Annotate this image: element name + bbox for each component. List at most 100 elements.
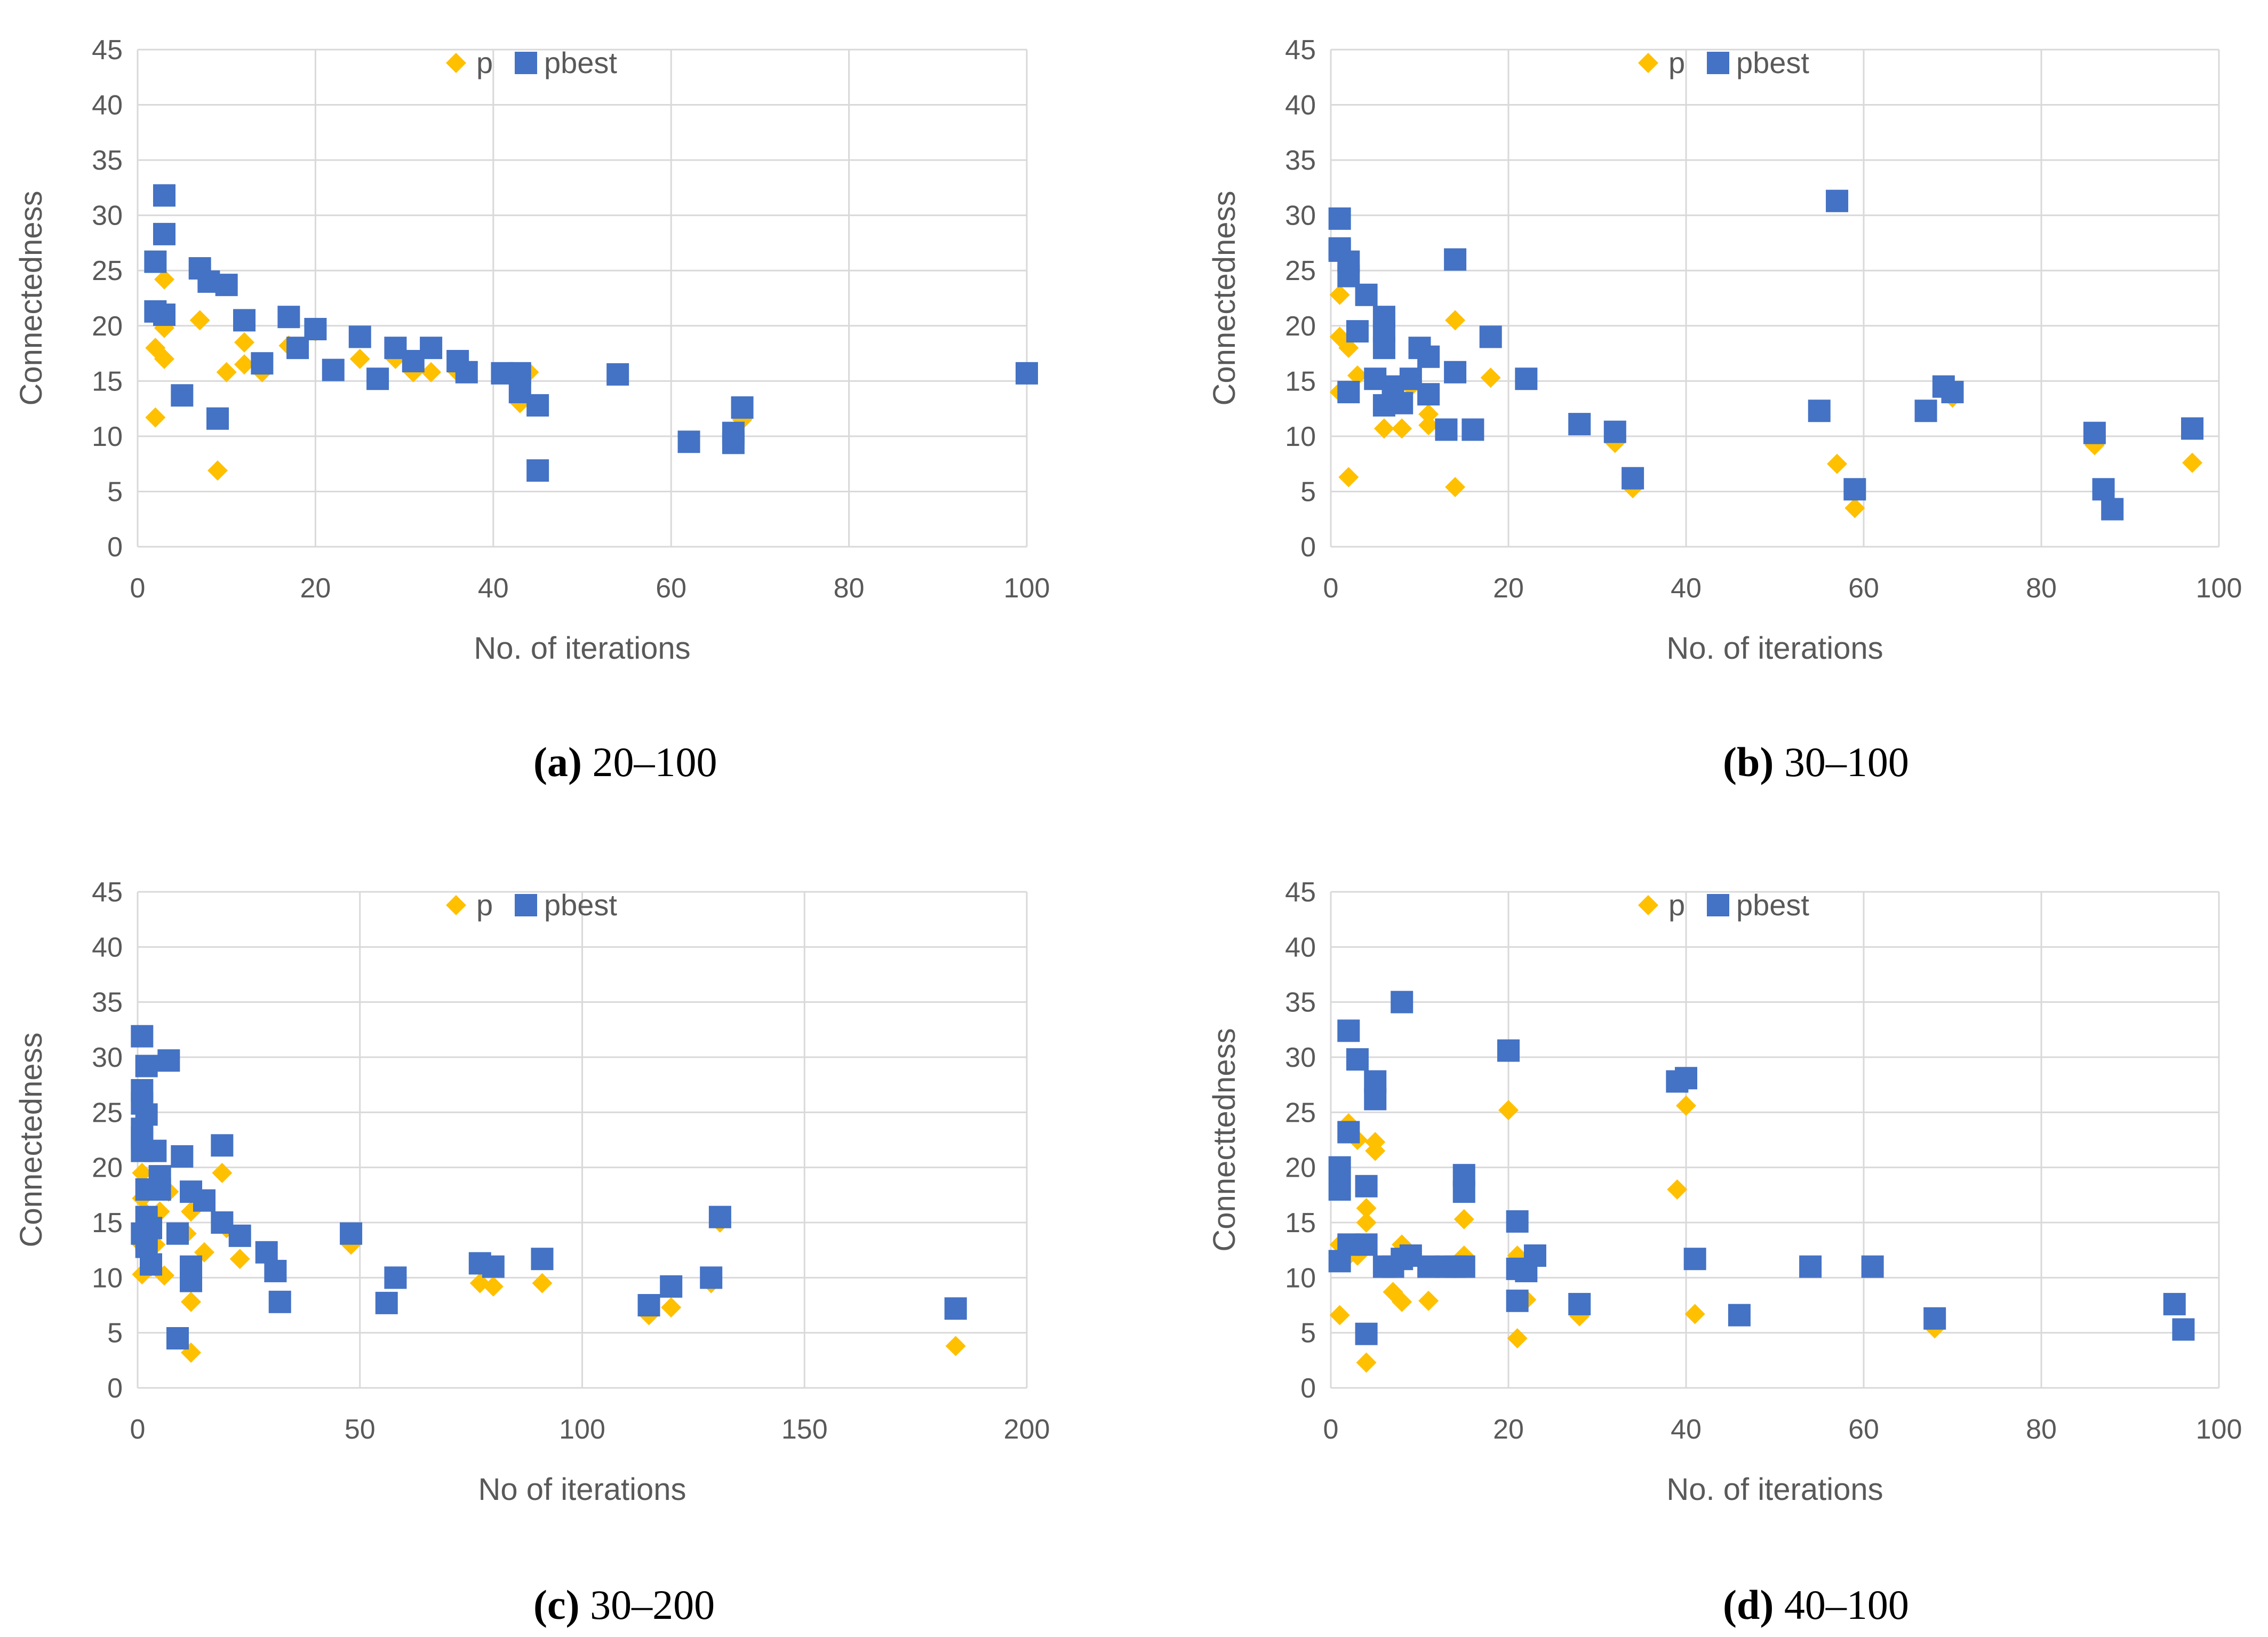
panel-caption: (a) 20–100 [533, 739, 717, 785]
x-tick-label: 100 [559, 1414, 605, 1445]
x-tick-label: 60 [1848, 573, 1879, 604]
y-tick-label: 45 [1285, 35, 1316, 66]
panel-caption: (d) 40–100 [1723, 1582, 1909, 1628]
point-pbest [526, 459, 549, 482]
x-tick-label: 100 [2196, 573, 2242, 604]
y-tick-label: 30 [1285, 201, 1316, 231]
point-pbest [1506, 1210, 1529, 1233]
point-pbest [1479, 325, 1502, 348]
point-pbest [1515, 368, 1538, 390]
y-tick-label: 25 [1285, 1097, 1316, 1128]
point-pbest [1462, 418, 1484, 441]
point-p [1418, 404, 1439, 425]
point-pbest [1799, 1255, 1822, 1278]
x-axis-label: No. of iterations [1666, 1472, 1883, 1507]
point-p [532, 1273, 553, 1293]
x-tick-label: 60 [656, 573, 686, 604]
point-pbest [148, 1178, 171, 1201]
point-pbest [420, 337, 443, 360]
point-p [1373, 418, 1394, 439]
legend: p pbest [1638, 888, 1809, 922]
point-pbest [637, 1294, 660, 1316]
y-tick-label: 45 [92, 35, 123, 66]
point-pbest [1603, 420, 1626, 443]
point-pbest [1355, 1233, 1378, 1256]
point-pbest [135, 1103, 158, 1126]
point-pbest [1355, 1322, 1378, 1345]
point-pbest [206, 407, 229, 430]
legend-label-pbest: pbest [544, 46, 617, 79]
y-tick-label: 25 [1285, 255, 1316, 286]
point-pbest [1337, 265, 1360, 288]
x-tick-label: 0 [130, 573, 146, 604]
point-pbest [1346, 320, 1369, 343]
point-pbest [1861, 1255, 1884, 1278]
y-axis-label: Connectedness [14, 190, 49, 405]
point-pbest [531, 1248, 554, 1271]
point-pbest [348, 325, 371, 348]
x-tick-label: 0 [1323, 1414, 1339, 1445]
panel-caption-range: 30–100 [1774, 739, 1909, 785]
point-p [1445, 310, 1466, 331]
panel-caption-letter: (d) [1723, 1582, 1774, 1628]
y-axis-label: Connectedness [1207, 190, 1242, 405]
point-pbest [1683, 1248, 1706, 1271]
y-tick-label: 20 [92, 311, 123, 342]
point-p [2182, 452, 2203, 473]
chart-panel-d: 0 5 10 15 20 25 30 35 40 45 0 20 40 60 80 100 No. of ite… [1207, 877, 2242, 1628]
point-pbest [1523, 1244, 1546, 1267]
y-tick-label: 25 [92, 255, 123, 286]
point-pbest [677, 430, 700, 453]
point-pbest [1417, 345, 1440, 368]
x-axis-label: No of iterations [478, 1472, 686, 1507]
point-pbest [140, 1253, 163, 1276]
x-tick-label: 20 [1493, 1414, 1524, 1445]
x-tick-label: 0 [130, 1414, 146, 1445]
point-pbest [304, 317, 327, 340]
point-p [483, 1276, 504, 1297]
point-p [1418, 415, 1439, 436]
point-pbest [1016, 362, 1038, 385]
point-p [1356, 1198, 1377, 1219]
y-tick-label: 40 [1285, 932, 1316, 963]
y-tick-label: 35 [1285, 987, 1316, 1018]
point-pbest [1675, 1067, 1697, 1090]
point-pbest [1444, 248, 1467, 271]
legend-marker-pbest [515, 894, 537, 916]
point-p [1498, 1100, 1519, 1121]
point-pbest [1355, 283, 1378, 306]
point-pbest [255, 1241, 278, 1264]
x-tick-label: 50 [345, 1414, 376, 1445]
point-p [234, 332, 255, 353]
y-tick-label: 10 [92, 421, 123, 452]
point-pbest [375, 1291, 398, 1314]
point-p [1365, 1132, 1386, 1153]
y-tick-label: 40 [1285, 90, 1316, 121]
y-tick-label: 0 [1300, 532, 1316, 563]
point-pbest [526, 394, 549, 417]
point-pbest [233, 309, 256, 332]
legend-marker-p [1638, 53, 1658, 73]
y-tick-label: 45 [92, 877, 123, 908]
point-pbest [2163, 1292, 2186, 1315]
panel-caption: (c) 30–200 [533, 1582, 715, 1628]
point-pbest [606, 363, 629, 386]
legend-label-p: p [1668, 46, 1685, 79]
point-pbest [268, 1290, 291, 1313]
point-pbest [228, 1224, 251, 1247]
point-pbest [1444, 361, 1467, 384]
x-tick-label: 80 [2026, 573, 2057, 604]
point-pbest [384, 1266, 407, 1289]
point-pbest [1568, 413, 1591, 436]
point-p [132, 1163, 153, 1183]
point-p [1338, 338, 1359, 358]
point-p [1480, 368, 1501, 388]
point-pbest [708, 1205, 731, 1228]
panel-caption-letter: (c) [533, 1582, 580, 1628]
point-pbest [277, 306, 300, 329]
point-p [661, 1297, 682, 1318]
panel-caption-letter: (b) [1723, 739, 1774, 785]
legend: p pbest [446, 888, 617, 922]
y-tick-label: 35 [92, 145, 123, 176]
